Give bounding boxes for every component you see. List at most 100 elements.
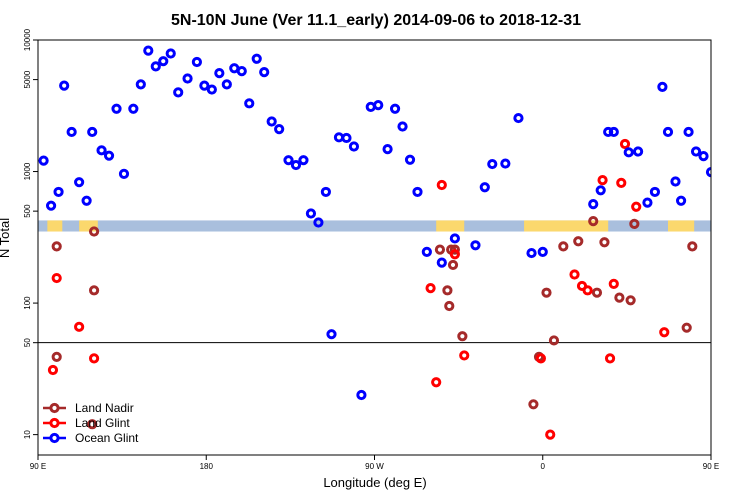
ocean-glint-point: [470, 240, 481, 251]
ocean-glint-point: [632, 146, 644, 157]
land-nadir-point: [558, 241, 569, 252]
ocean-glint-point: [526, 247, 537, 259]
ocean-glint-point: [320, 186, 331, 198]
land-glint-point: [88, 353, 100, 364]
land-nadir-point: [88, 285, 100, 296]
ocean-glint-point: [595, 185, 606, 196]
ocean-glint-point: [45, 200, 57, 211]
chart-title: 5N-10N June (Ver 11.1_early) 2014-09-06 …: [171, 12, 581, 29]
land-segment: [436, 220, 465, 232]
ocean-glint-point: [128, 103, 139, 114]
ocean-glint-point: [66, 126, 77, 138]
legend-marker: [49, 417, 60, 429]
land-glint-point: [717, 366, 724, 373]
x-tick-label: 90 W: [365, 462, 384, 471]
ocean-glint-point: [103, 150, 115, 161]
land-nadir-point: [434, 244, 446, 255]
y-tick-label: 1000: [23, 162, 32, 180]
land-glint-point: [597, 175, 608, 186]
ocean-glint-point: [118, 168, 130, 179]
land-nadir-point: [629, 218, 640, 229]
land-glint-point: [459, 350, 470, 361]
ocean-glint-point: [670, 176, 681, 187]
ocean-glint-point: [513, 112, 524, 124]
ocean-glint-point: [236, 66, 247, 77]
x-tick-label: 0: [541, 462, 546, 471]
land-glint-point: [449, 249, 460, 260]
land-glint-point: [582, 285, 593, 296]
ocean-glint-point: [382, 144, 393, 155]
land-nadir-point: [442, 285, 453, 296]
land-glint-point: [74, 321, 85, 332]
axis-ticks: 90 E 180 90 W 0 90 E 10 50 100 500 1000 5000 10000: [23, 28, 719, 471]
ocean-glint-point: [173, 87, 184, 98]
land-nadir-point: [528, 399, 539, 410]
ocean-glint-point: [135, 79, 146, 90]
ocean-glint-point: [690, 146, 702, 157]
ocean-glint-point: [404, 154, 416, 165]
land-glint-point: [51, 272, 62, 284]
land-glint-point: [730, 355, 737, 362]
ocean-glint-point: [739, 47, 746, 54]
x-tick-label: 90 E: [30, 462, 46, 471]
land-band: [38, 220, 711, 232]
ocean-band: [38, 220, 711, 232]
ocean-glint-point: [182, 73, 193, 84]
ocean-glint-point: [649, 186, 661, 198]
ocean-glint-point: [412, 186, 423, 198]
land-glint-point: [619, 138, 631, 150]
ocean-glint-point: [662, 126, 674, 138]
ocean-glint-point: [724, 105, 731, 112]
ocean-glint-point: [348, 141, 360, 152]
ocean-glint-point: [290, 159, 302, 171]
land-nadir-point: [457, 331, 468, 342]
x-tick-label: 90 E: [703, 462, 719, 471]
y-tick-label: 100: [23, 296, 32, 310]
ocean-glint-point: [111, 103, 122, 114]
ocean-glint-point: [603, 126, 614, 138]
ocean-glint-point: [206, 84, 217, 95]
ocean-glint-point: [397, 121, 408, 132]
ocean-glint-point: [389, 103, 401, 114]
land-glint-point: [569, 269, 580, 280]
land-nadir-point: [548, 335, 560, 346]
ocean-glint-point: [96, 145, 107, 156]
land-segment: [47, 220, 63, 232]
ocean-glint-point: [657, 81, 668, 93]
land-nadir-point: [87, 419, 98, 430]
legend-marker: [49, 402, 60, 414]
ocean-glint-point: [298, 155, 309, 166]
ocean-glint-point: [191, 56, 203, 68]
land-glint-point: [604, 353, 616, 364]
ocean-glint-point: [59, 80, 70, 91]
land-nadir-point: [591, 287, 603, 298]
land-nadir-point: [588, 215, 599, 227]
land-nadir-point: [681, 322, 692, 333]
y-tick-label: 10: [23, 430, 32, 439]
ocean-glint-point: [81, 195, 92, 206]
x-tick-label: 180: [200, 462, 214, 471]
land-glint-point: [431, 377, 442, 388]
land-glint-point: [535, 353, 546, 364]
land-nadir-point: [447, 259, 459, 271]
ocean-glint-point: [244, 98, 255, 109]
ocean-glint-point: [705, 167, 711, 178]
land-glint-point: [616, 177, 627, 188]
y-tick-label: 5000: [23, 70, 32, 88]
ocean-glint-point: [537, 246, 548, 257]
data-points: [38, 45, 748, 440]
land-glint-point: [631, 201, 642, 212]
land-segment: [79, 220, 98, 232]
ocean-glint-point: [214, 68, 225, 79]
ocean-glint-point: [158, 56, 169, 67]
land-segment: [524, 220, 609, 232]
x-axis-label: Longitude (deg E): [323, 475, 426, 490]
land-nadir-point: [741, 228, 748, 235]
ocean-glint-point: [683, 126, 694, 138]
ocean-glint-point: [732, 81, 739, 88]
land-nadir-point: [573, 236, 584, 247]
ocean-glint-point: [436, 257, 447, 268]
ocean-glint-point: [326, 329, 337, 340]
land-nadir-point: [599, 237, 610, 248]
